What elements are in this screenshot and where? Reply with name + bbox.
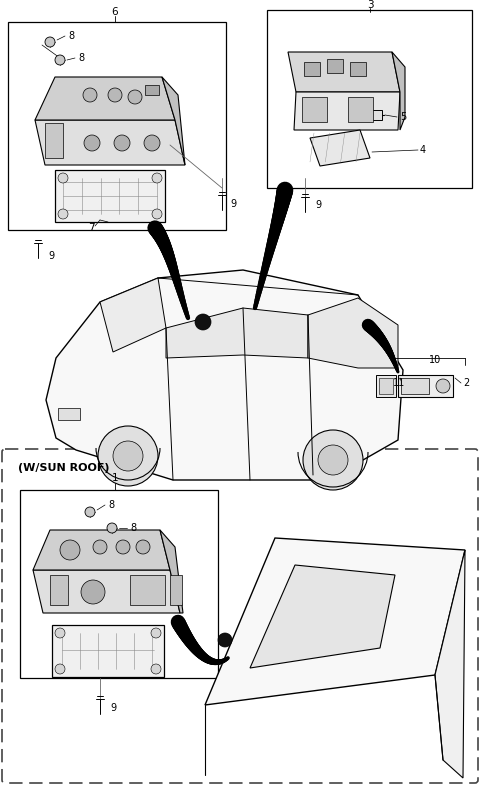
Polygon shape [46,270,403,480]
Bar [348,97,373,122]
Bar [358,110,382,120]
Text: 2: 2 [463,378,469,388]
Circle shape [85,507,95,517]
Text: 8: 8 [130,523,136,533]
Polygon shape [162,77,185,165]
Circle shape [151,664,161,674]
Polygon shape [308,298,398,368]
Circle shape [218,633,232,647]
Bar [58,408,80,420]
Polygon shape [166,308,308,358]
Text: 10: 10 [429,355,441,365]
Bar [8,22,226,230]
Circle shape [98,426,158,486]
Text: 5: 5 [400,112,406,122]
Text: 3: 3 [367,0,373,10]
Circle shape [436,379,450,393]
Bar [50,575,68,605]
Circle shape [45,37,55,47]
Polygon shape [435,550,465,778]
Text: 8: 8 [68,31,74,41]
Circle shape [58,209,68,219]
Polygon shape [250,565,395,668]
Text: 11: 11 [393,378,405,388]
Text: 9: 9 [110,703,116,713]
Bar [145,85,159,95]
Circle shape [81,580,105,604]
Text: 9: 9 [230,199,236,209]
Circle shape [55,55,65,65]
Polygon shape [35,77,175,120]
Polygon shape [160,530,183,613]
Circle shape [195,314,211,330]
Circle shape [303,430,363,490]
Text: 6: 6 [112,7,118,17]
Bar [401,378,429,394]
Circle shape [84,135,100,151]
Bar [55,170,165,222]
Text: 8: 8 [78,53,84,63]
Circle shape [114,135,130,151]
Polygon shape [100,278,166,352]
Text: 9: 9 [315,200,321,210]
Bar [327,59,343,73]
Polygon shape [288,52,400,92]
Circle shape [55,628,65,638]
Bar [170,575,182,605]
Circle shape [152,209,162,219]
Circle shape [55,664,65,674]
Circle shape [152,173,162,183]
Bar [45,123,63,158]
Text: 4: 4 [420,145,426,155]
FancyBboxPatch shape [2,449,478,783]
Bar [52,625,164,677]
Circle shape [108,88,122,102]
Circle shape [83,88,97,102]
Circle shape [116,540,130,554]
Bar [20,490,218,678]
Circle shape [151,628,161,638]
Polygon shape [33,530,170,570]
Text: 7: 7 [88,223,95,233]
Bar [130,575,165,605]
Circle shape [144,135,160,151]
Text: 9: 9 [48,251,54,261]
Circle shape [60,540,80,560]
Text: 8: 8 [108,500,114,510]
Polygon shape [205,538,465,705]
Polygon shape [35,120,185,165]
Bar [267,10,472,188]
Circle shape [58,173,68,183]
Text: (W/SUN ROOF): (W/SUN ROOF) [18,463,109,473]
Bar [304,62,320,76]
Circle shape [136,540,150,554]
Polygon shape [33,570,180,613]
Text: 1: 1 [112,473,118,483]
Circle shape [128,90,142,104]
Circle shape [107,523,117,533]
Polygon shape [310,130,370,166]
Polygon shape [294,92,400,130]
Circle shape [113,441,143,471]
Polygon shape [392,52,405,130]
Bar [376,375,396,397]
Circle shape [93,540,107,554]
Circle shape [318,445,348,475]
Bar [302,97,327,122]
Bar [398,375,453,397]
Bar [379,378,393,394]
Bar [350,62,366,76]
